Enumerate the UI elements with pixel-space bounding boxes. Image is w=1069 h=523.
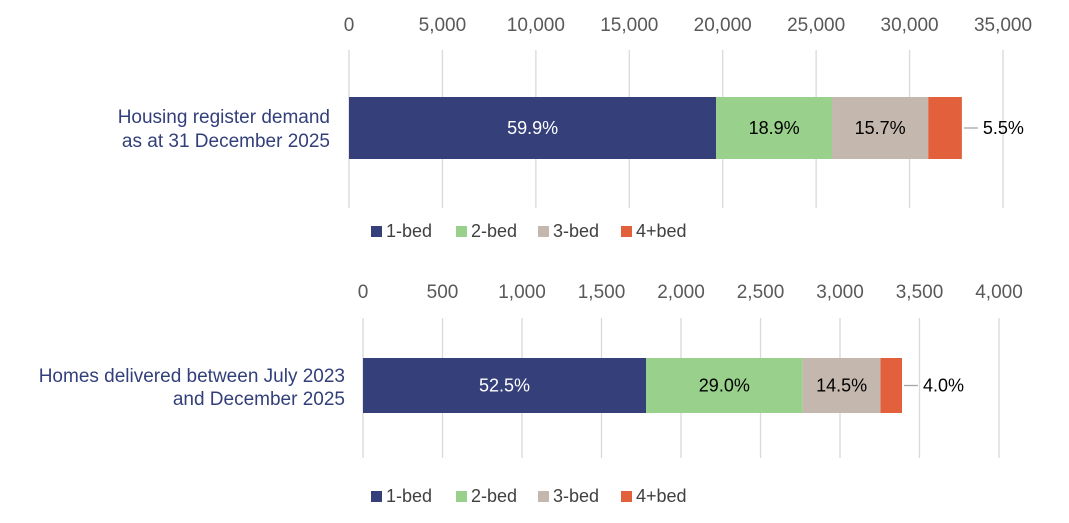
data-label: 15.7% <box>855 118 906 138</box>
tick-label: 20,000 <box>694 15 752 36</box>
data-label: 18.9% <box>749 118 800 138</box>
tick-label: 5,000 <box>419 15 467 36</box>
category-label: Housing register demand <box>118 107 330 128</box>
legend-label: 2-bed <box>471 486 517 506</box>
tick-label: 1,000 <box>498 282 546 303</box>
data-label: 59.9% <box>507 118 558 138</box>
legend-label: 3-bed <box>553 221 599 241</box>
legend-label: 1-bed <box>386 221 432 241</box>
bar-segment-1-bed <box>349 97 717 159</box>
category-label: as at 31 December 2025 <box>122 131 330 152</box>
tick-label: 30,000 <box>881 15 939 36</box>
tick-label: 10,000 <box>507 15 565 36</box>
tick-label: 15,000 <box>600 15 658 36</box>
legend-swatch-3-bed <box>538 226 549 237</box>
data-label: 5.5% <box>983 118 1024 138</box>
legend-label: 1-bed <box>386 486 432 506</box>
legend-swatch-1-bed <box>371 226 382 237</box>
legend-swatch-2-bed <box>456 491 467 502</box>
data-label: 14.5% <box>816 376 867 396</box>
legend-swatch-4plusbed <box>621 226 632 237</box>
bar-segment-4plusbed <box>928 97 962 159</box>
data-label: 52.5% <box>479 376 530 396</box>
data-label: 29.0% <box>699 376 750 396</box>
legend-label: 2-bed <box>471 221 517 241</box>
tick-label: 2,500 <box>737 282 785 303</box>
tick-label: 0 <box>358 282 369 303</box>
tick-label: 4,000 <box>975 282 1023 303</box>
tick-label: 0 <box>344 15 355 36</box>
legend-label: 4+bed <box>636 221 687 241</box>
legend-label: 3-bed <box>553 486 599 506</box>
bar-segment-1-bed <box>363 358 647 413</box>
bar-segment-3-bed <box>832 97 929 159</box>
category-label: and December 2025 <box>173 389 345 410</box>
tick-label: 500 <box>427 282 459 303</box>
legend-swatch-1-bed <box>371 491 382 502</box>
bar-segment-3-bed <box>802 358 881 413</box>
tick-label: 1,500 <box>578 282 626 303</box>
tick-label: 3,000 <box>816 282 864 303</box>
bar-segment-4plusbed <box>880 358 903 413</box>
bar-segment-2-bed <box>646 358 803 413</box>
bar-segment-2-bed <box>716 97 833 159</box>
tick-label: 2,000 <box>657 282 705 303</box>
category-label: Homes delivered between July 2023 <box>39 366 345 387</box>
tick-label: 3,500 <box>896 282 944 303</box>
legend-label: 4+bed <box>636 486 687 506</box>
data-label: 4.0% <box>923 376 964 396</box>
legend-swatch-2-bed <box>456 226 467 237</box>
tick-label: 25,000 <box>787 15 845 36</box>
legend-swatch-4plusbed <box>621 491 632 502</box>
legend-swatch-3-bed <box>538 491 549 502</box>
tick-label: 35,000 <box>974 15 1032 36</box>
